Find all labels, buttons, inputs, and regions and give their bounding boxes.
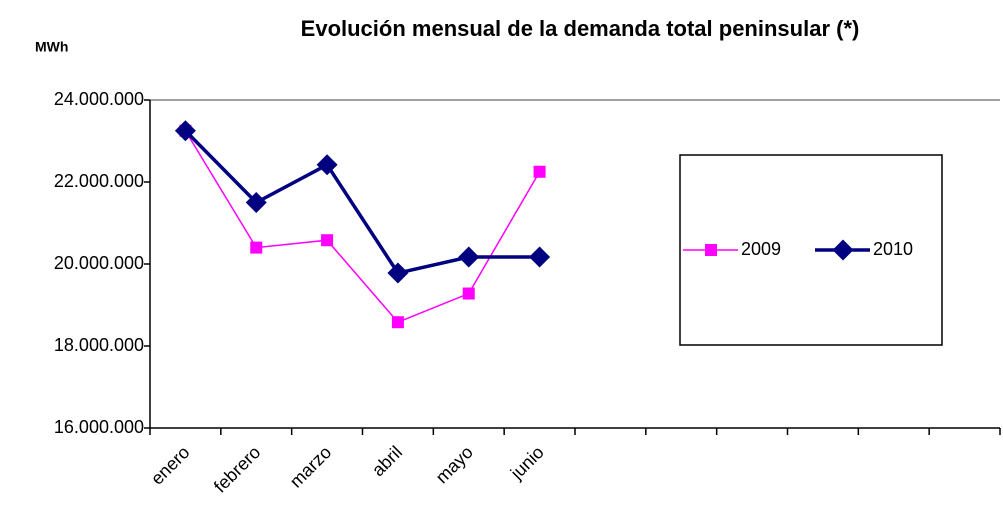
legend-label: 2010	[873, 239, 913, 259]
legend-label: 2009	[741, 239, 781, 259]
legend-marker	[832, 239, 854, 261]
data-point	[245, 192, 267, 213]
y-tick-label: 18.000.000	[54, 335, 144, 355]
data-point	[533, 165, 546, 178]
x-tick-label: febrero	[210, 442, 264, 496]
x-tick-label: mayo	[432, 442, 477, 487]
data-point	[316, 154, 338, 176]
y-tick-label: 24.000.000	[54, 89, 144, 109]
legend-marker	[705, 244, 717, 256]
data-point	[250, 241, 263, 254]
y-tick-label: 20.000.000	[54, 253, 144, 273]
chart-title: Evolución mensual de la demanda total pe…	[301, 16, 860, 41]
y-tick-label: 22.000.000	[54, 171, 144, 191]
x-tick-label: marzo	[286, 442, 336, 492]
x-tick-label: abril	[368, 442, 406, 480]
data-point	[391, 316, 404, 329]
data-point	[529, 246, 551, 268]
x-tick-label: junio	[506, 442, 548, 484]
data-point	[458, 246, 480, 268]
data-point	[462, 287, 475, 300]
data-point	[321, 234, 334, 247]
series-line	[184, 129, 540, 275]
y-tick-label: 16.000.000	[54, 417, 144, 437]
y-axis-label: MWh	[35, 39, 68, 55]
series-line	[184, 130, 541, 324]
data-point	[174, 120, 196, 142]
data-point	[387, 262, 409, 284]
x-tick-label: enero	[147, 442, 194, 489]
